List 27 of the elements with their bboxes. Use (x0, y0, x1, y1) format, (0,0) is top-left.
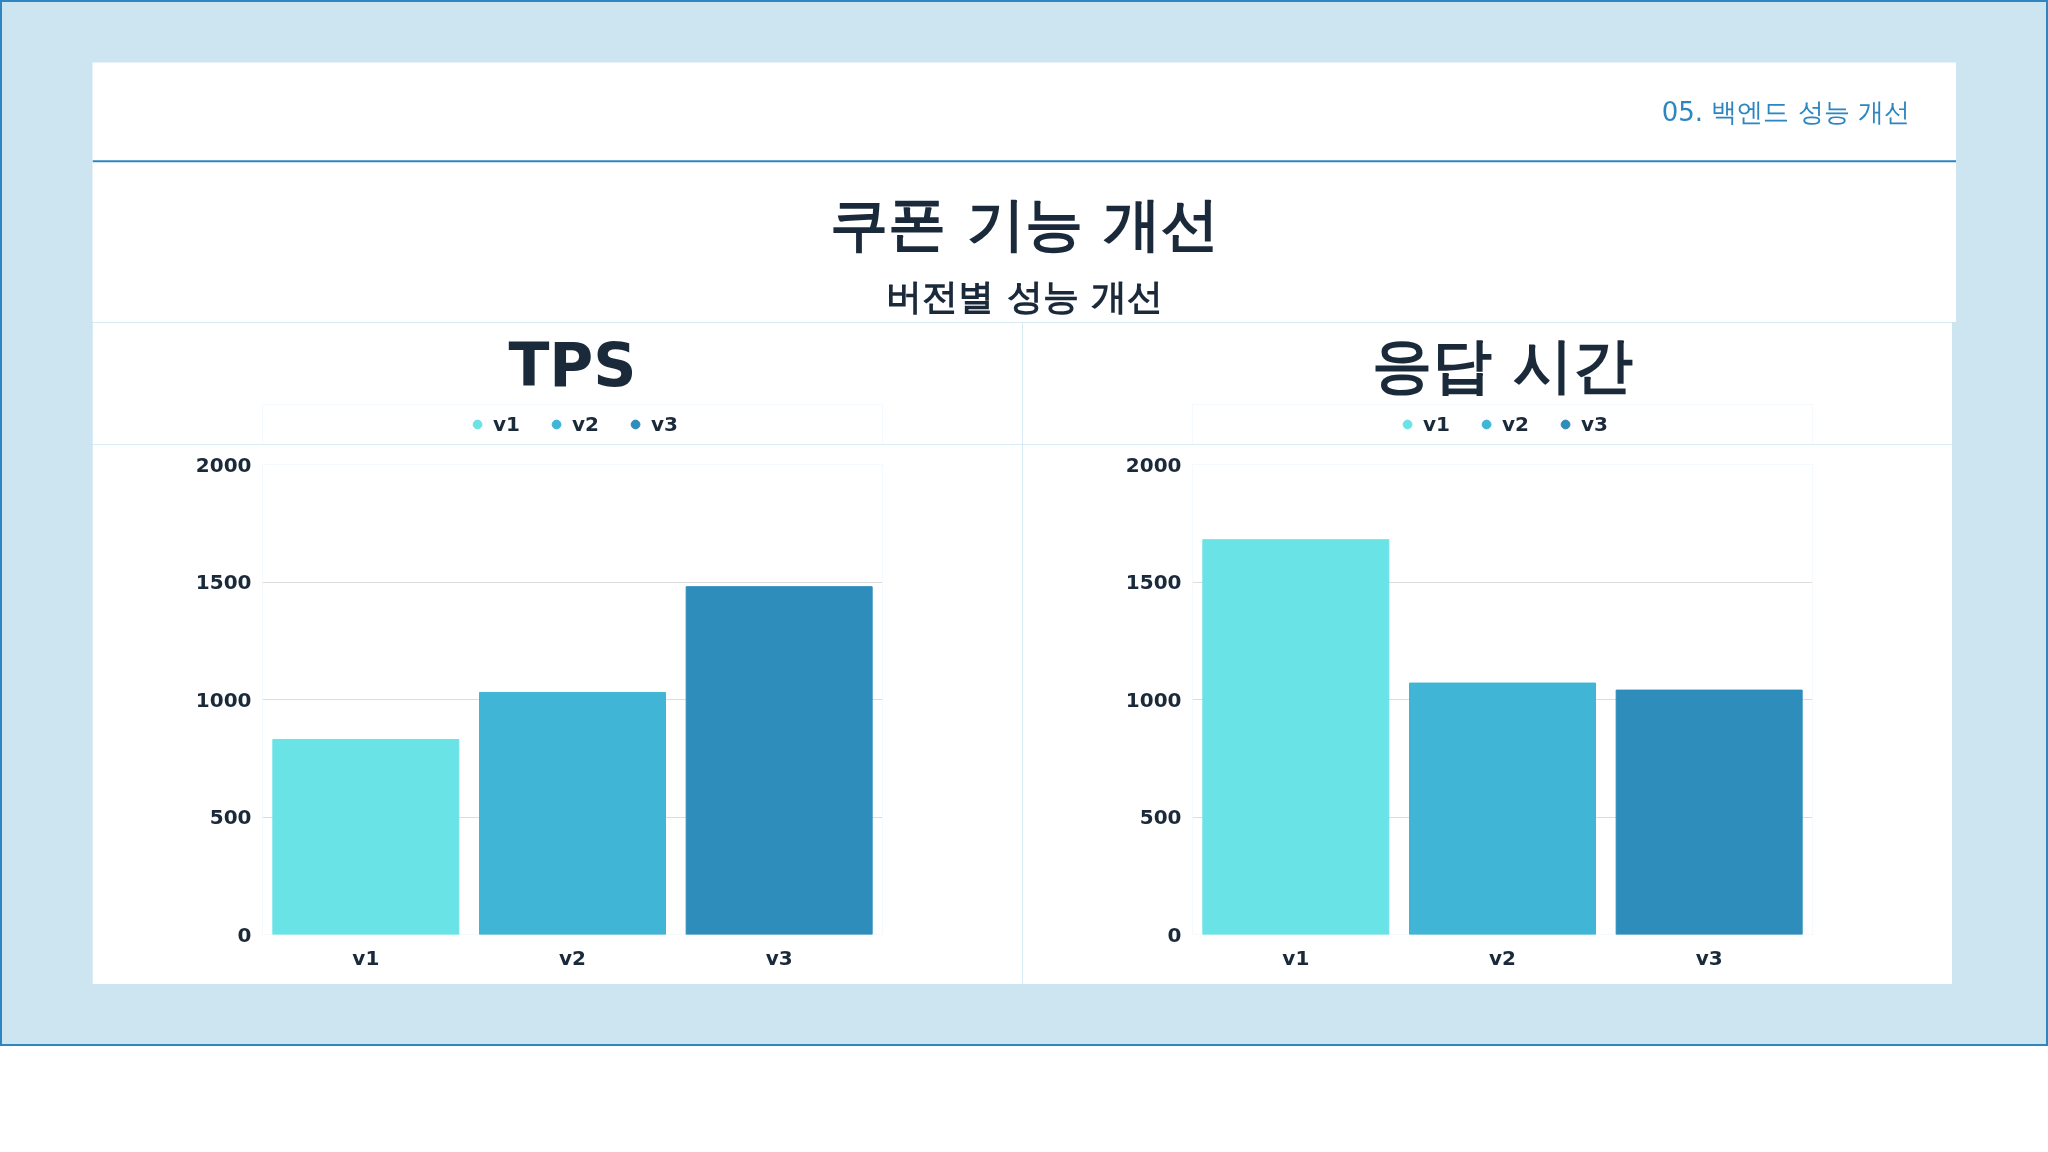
text: 쿠폰 기능 개선 (830, 189, 1219, 258)
y-tick-label: 500 (1139, 805, 1182, 829)
text: 버전별 성능 개선 (885, 276, 1164, 317)
legend-label: v3 (650, 412, 678, 436)
y-tick-label: 1000 (195, 687, 252, 712)
x-tick-label: v3 (1695, 945, 1723, 970)
x-tick-label: v3 (765, 945, 793, 970)
y-tick-label: 0 (1167, 922, 1182, 947)
chart-title: 응답 시간 (1372, 329, 1633, 400)
legend-label: v1 (493, 412, 521, 436)
x-tick-label: v2 (1489, 945, 1516, 970)
legend-label: v3 (1580, 412, 1608, 436)
x-tick-label: v1 (1282, 945, 1310, 970)
legend-label: v1 (1423, 412, 1451, 436)
y-tick-label: 1000 (1125, 687, 1182, 712)
x-tick-label: v1 (352, 945, 380, 970)
y-tick-label: 0 (237, 922, 252, 947)
legend-label: v2 (1502, 412, 1529, 436)
y-tick-label: 2000 (195, 452, 252, 477)
legend-label: v2 (572, 412, 599, 436)
text: 05. 백엔드 성능 개선 (1661, 96, 1910, 127)
y-tick-label: 2000 (1125, 452, 1182, 477)
y-tick-label: 500 (209, 805, 252, 829)
y-tick-label: 1500 (1125, 570, 1182, 594)
chart-title: TPS (508, 329, 637, 400)
x-tick-label: v2 (559, 945, 586, 970)
y-tick-label: 1500 (195, 570, 252, 594)
